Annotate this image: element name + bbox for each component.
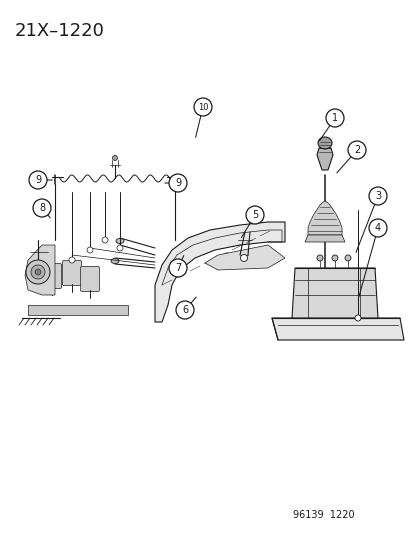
Text: 1: 1 bbox=[331, 113, 337, 123]
Circle shape bbox=[325, 109, 343, 127]
Polygon shape bbox=[204, 245, 284, 270]
Ellipse shape bbox=[317, 137, 331, 149]
Circle shape bbox=[31, 265, 45, 279]
Circle shape bbox=[331, 255, 337, 261]
Circle shape bbox=[194, 98, 211, 116]
Circle shape bbox=[176, 301, 194, 319]
Circle shape bbox=[368, 187, 386, 205]
Polygon shape bbox=[291, 268, 377, 318]
Text: 9: 9 bbox=[35, 175, 41, 185]
Circle shape bbox=[26, 260, 50, 284]
FancyBboxPatch shape bbox=[62, 261, 81, 286]
Polygon shape bbox=[304, 235, 344, 242]
Circle shape bbox=[35, 269, 41, 275]
Text: 8: 8 bbox=[39, 203, 45, 213]
Circle shape bbox=[347, 141, 365, 159]
Circle shape bbox=[102, 237, 108, 243]
Circle shape bbox=[368, 219, 386, 237]
Circle shape bbox=[245, 206, 263, 224]
Circle shape bbox=[112, 156, 117, 160]
Circle shape bbox=[117, 245, 123, 251]
Text: 3: 3 bbox=[374, 191, 380, 201]
Circle shape bbox=[33, 199, 51, 217]
Polygon shape bbox=[154, 222, 284, 322]
Circle shape bbox=[344, 255, 350, 261]
Polygon shape bbox=[271, 318, 403, 340]
Bar bbox=[28, 305, 128, 315]
FancyBboxPatch shape bbox=[80, 266, 99, 292]
Circle shape bbox=[354, 315, 360, 321]
Text: 6: 6 bbox=[181, 305, 188, 315]
Circle shape bbox=[316, 255, 322, 261]
Circle shape bbox=[240, 254, 247, 262]
Circle shape bbox=[169, 259, 187, 277]
Polygon shape bbox=[316, 148, 332, 170]
Ellipse shape bbox=[116, 238, 124, 244]
FancyBboxPatch shape bbox=[43, 263, 62, 288]
Text: 9: 9 bbox=[175, 178, 180, 188]
Text: 7: 7 bbox=[174, 263, 181, 273]
Circle shape bbox=[69, 257, 75, 263]
Text: 4: 4 bbox=[374, 223, 380, 233]
Text: 10: 10 bbox=[197, 102, 208, 111]
Text: 2: 2 bbox=[353, 145, 359, 155]
Circle shape bbox=[87, 247, 93, 253]
Polygon shape bbox=[25, 245, 55, 295]
Circle shape bbox=[169, 174, 187, 192]
Ellipse shape bbox=[111, 259, 119, 263]
Circle shape bbox=[29, 171, 47, 189]
Text: 21X–1220: 21X–1220 bbox=[15, 22, 104, 40]
Text: 96139  1220: 96139 1220 bbox=[293, 510, 354, 520]
Text: 5: 5 bbox=[251, 210, 257, 220]
Polygon shape bbox=[307, 201, 341, 235]
